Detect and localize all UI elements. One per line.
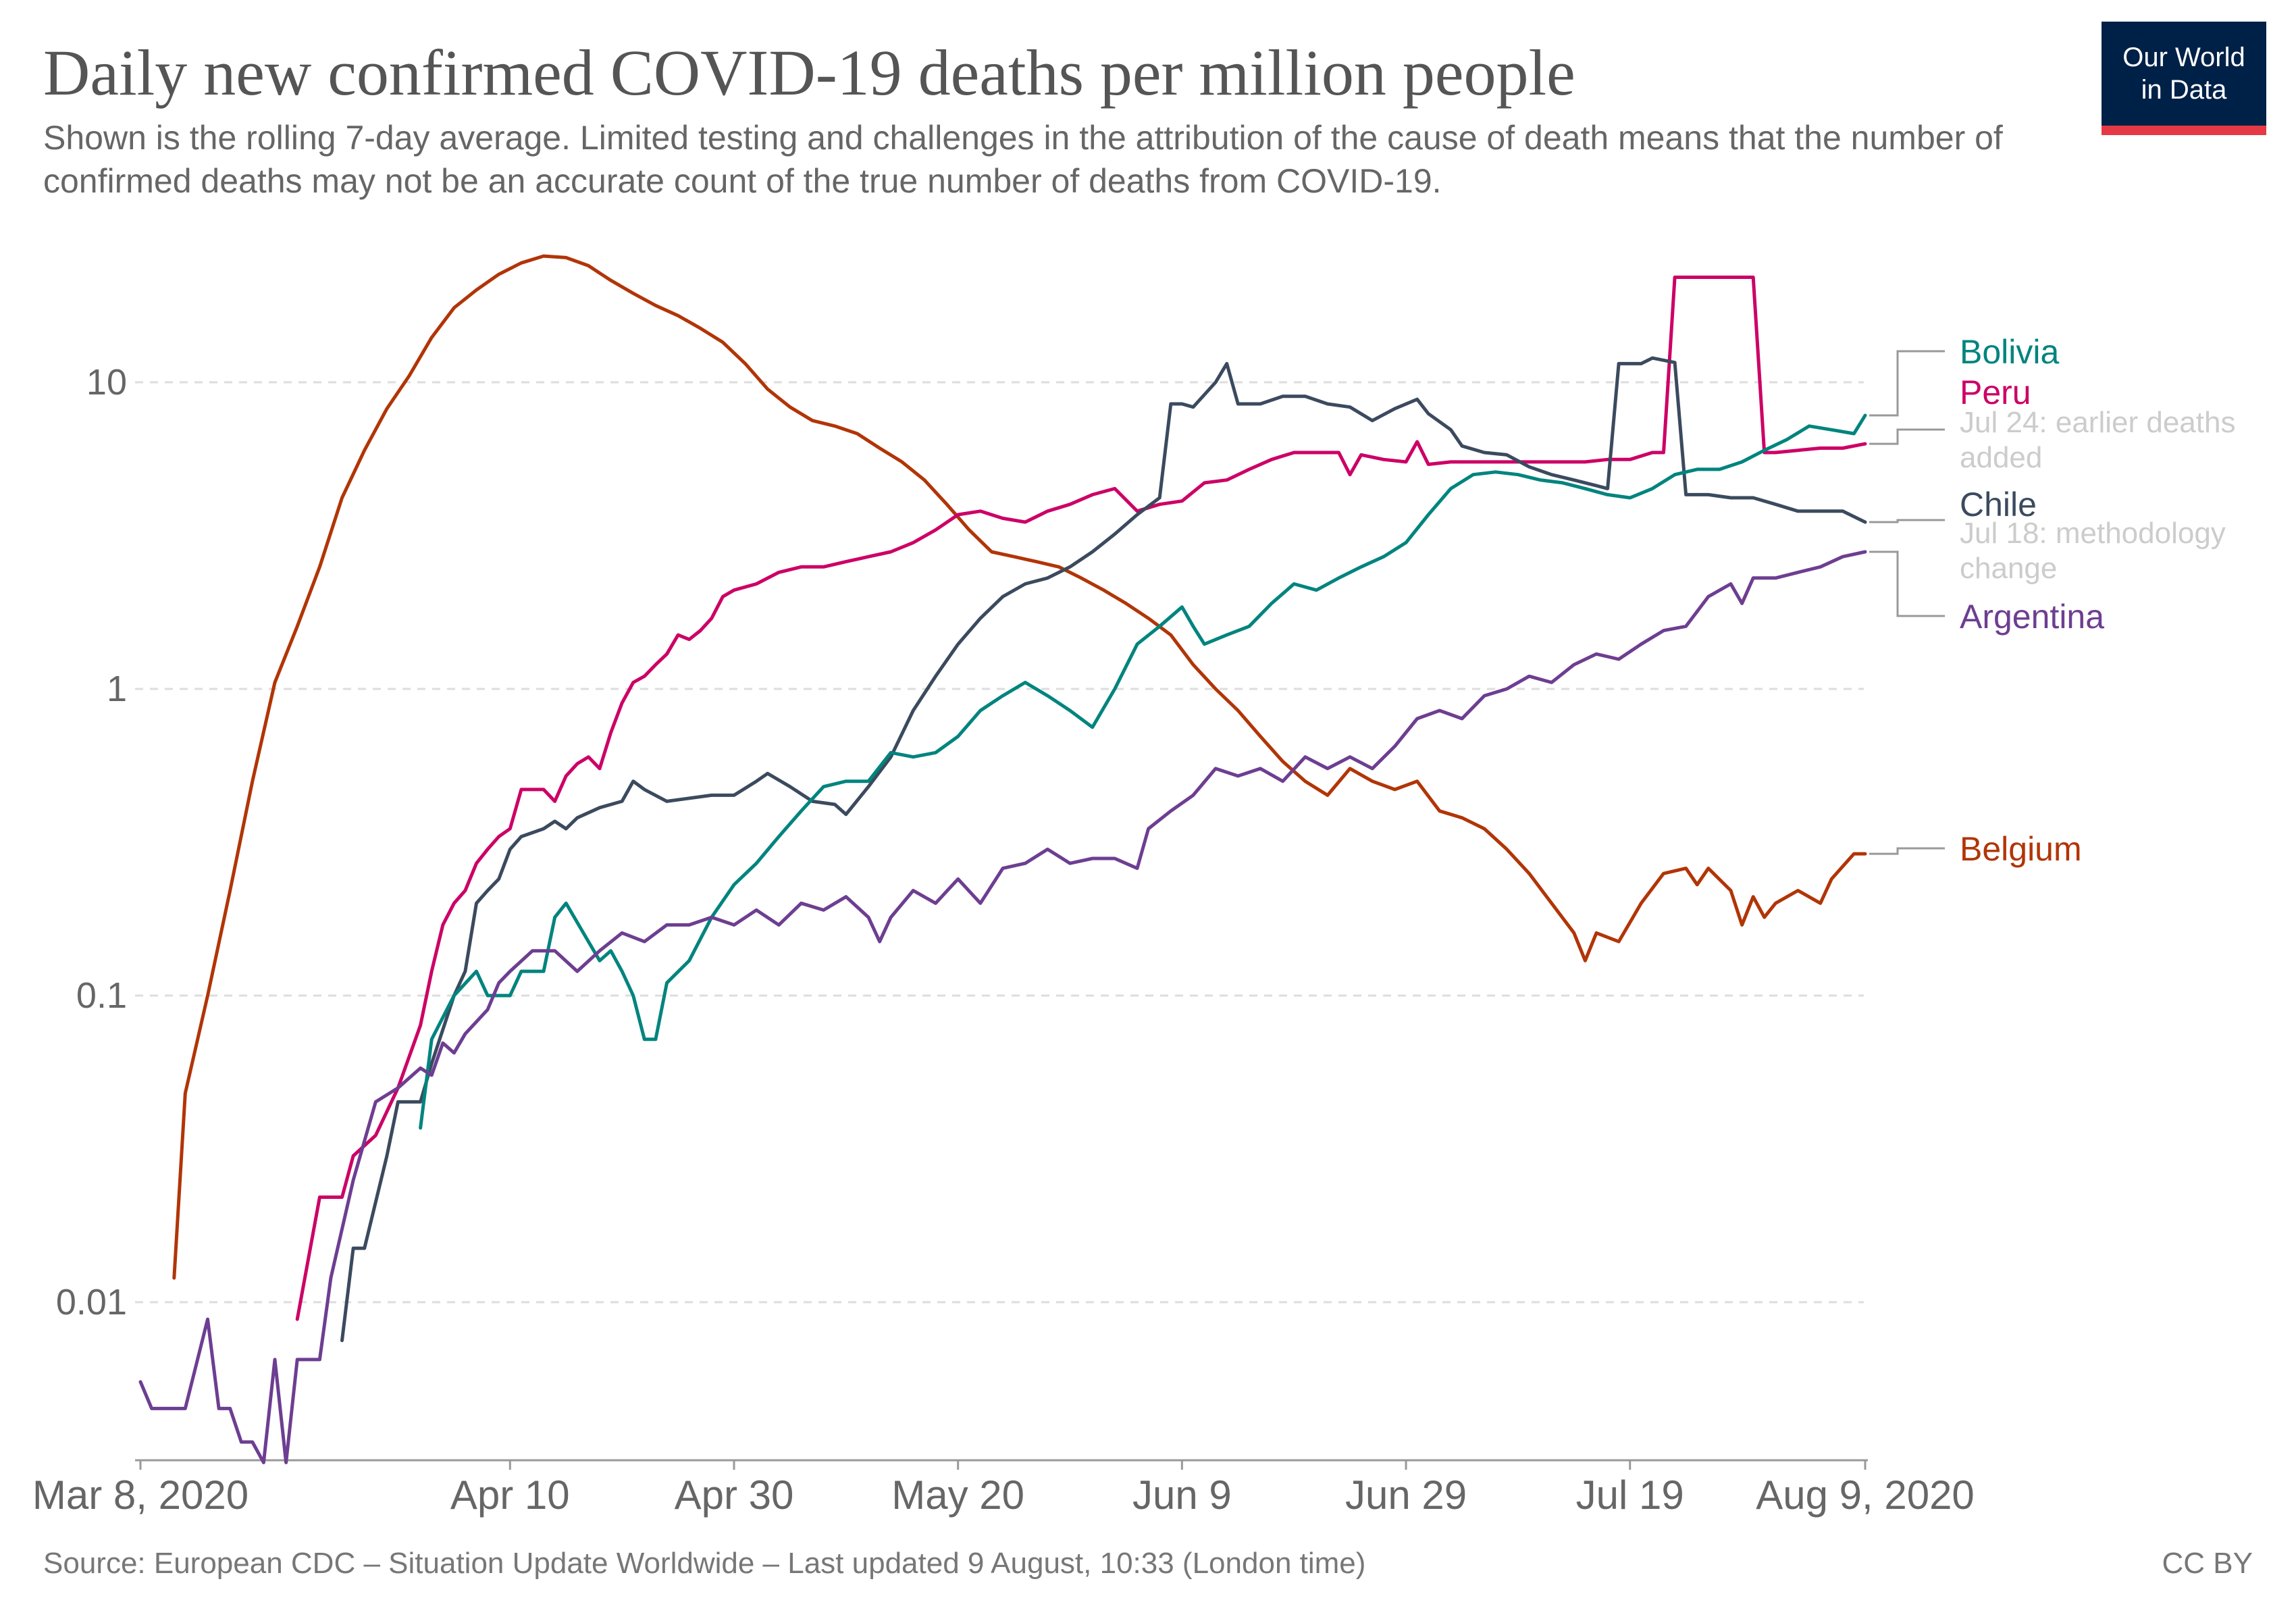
label-connector-argentina <box>1869 550 1945 617</box>
annotation-line: added <box>1960 441 2042 474</box>
y-tick-label: 0.1 <box>76 975 127 1016</box>
series-label-peru: Peru <box>1960 374 2031 411</box>
x-tick-label: Jun 29 <box>1345 1472 1467 1518</box>
label-connector-chile <box>1869 519 1945 523</box>
series-line-peru <box>295 276 1867 1321</box>
label-connector-peru <box>1869 428 1945 445</box>
annotation-chile: Jul 18: methodology change <box>1960 517 2226 585</box>
license-link[interactable]: CC BY <box>2162 1547 2253 1580</box>
chart-subtitle: Shown is the rolling 7-day average. Limi… <box>43 119 2003 200</box>
x-tick-label: Apr 10 <box>450 1472 570 1518</box>
x-tick-label: Apr 30 <box>675 1472 794 1518</box>
annotation-line: Jul 24: earlier deaths <box>1960 406 2235 439</box>
x-tick-label: May 20 <box>891 1472 1024 1518</box>
series-line-argentina <box>138 550 1867 1464</box>
series-line-belgium <box>172 254 1867 1280</box>
series-label-argentina: Argentina <box>1960 598 2104 636</box>
annotation-line: change <box>1960 552 2057 585</box>
series-line-chile <box>340 356 1867 1343</box>
chart-title: Daily new confirmed COVID-19 deaths per … <box>43 36 1575 109</box>
logo-text: Our World in Data <box>2122 43 2245 105</box>
x-tick-label: Jun 9 <box>1132 1472 1232 1518</box>
source-note: Source: European CDC – Situation Update … <box>43 1547 1366 1580</box>
y-tick-label: 10 <box>86 362 127 403</box>
x-tick-label: Jul 19 <box>1576 1472 1684 1518</box>
x-tick-label: Aug 9, 2020 <box>1756 1472 1975 1518</box>
series-label-bolivia: Bolivia <box>1960 333 2059 371</box>
series-line-bolivia <box>419 413 1867 1130</box>
annotation-peru: Jul 24: earlier deaths added <box>1960 406 2235 474</box>
annotation-line: Jul 18: methodology <box>1960 517 2226 550</box>
our-world-in-data-logo[interactable]: Our World in Data <box>2102 22 2266 135</box>
label-connector-bolivia <box>1869 350 1945 417</box>
label-connector-belgium <box>1869 847 1945 855</box>
y-tick-label: 0.01 <box>56 1282 127 1322</box>
series-label-belgium: Belgium <box>1960 830 2082 868</box>
series-label-chile: Chile <box>1960 486 2037 523</box>
y-tick-label: 1 <box>107 669 127 709</box>
x-tick-label: Mar 8, 2020 <box>32 1472 249 1518</box>
